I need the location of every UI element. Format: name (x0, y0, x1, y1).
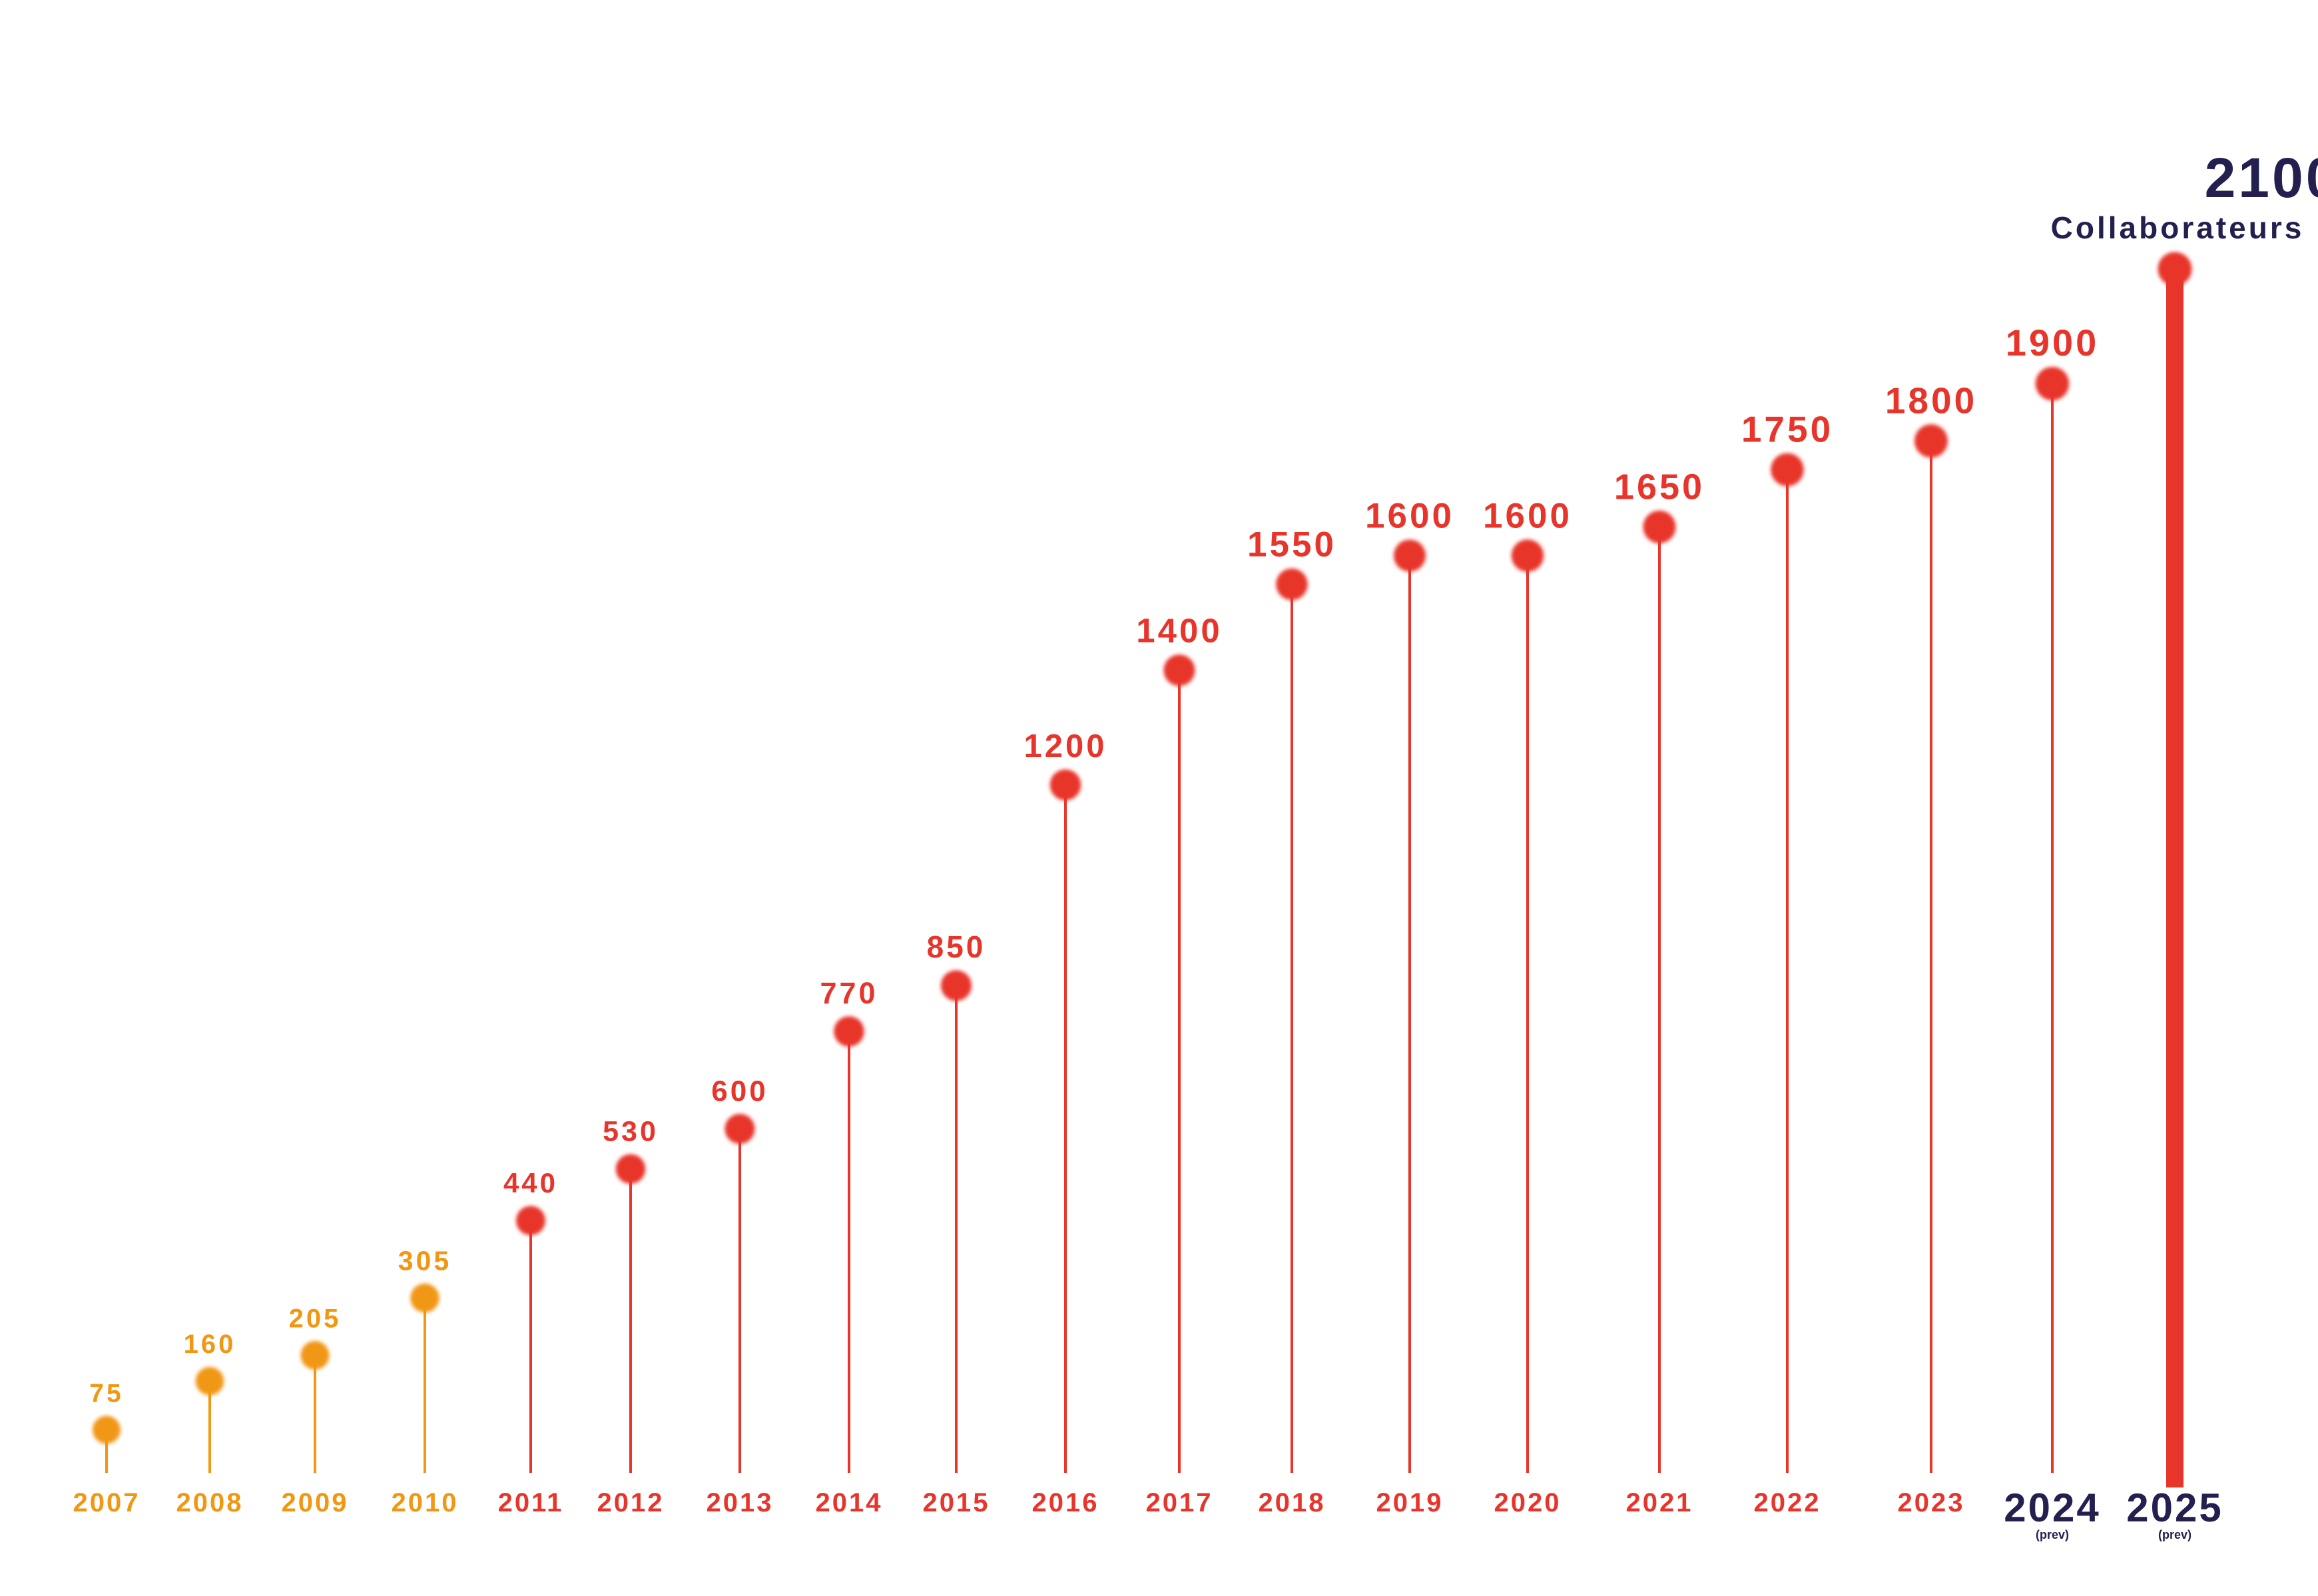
year-label-2017: 2017 (1146, 1488, 1213, 1517)
point-2014 (834, 1016, 864, 1047)
point-2015 (941, 970, 972, 1001)
value-label-2014: 770 (820, 976, 878, 1010)
year-label-2014: 2014 (816, 1488, 883, 1517)
year-label-2019: 2019 (1376, 1488, 1444, 1517)
value-label-2009: 205 (289, 1304, 342, 1334)
value-label-2008: 160 (184, 1330, 236, 1359)
value-label-2015: 850 (927, 930, 986, 964)
value-label-2013: 600 (711, 1075, 768, 1107)
point-2019 (1394, 539, 1426, 572)
value-label-2018: 1550 (1247, 525, 1336, 565)
year-label-2010: 2010 (392, 1488, 459, 1517)
points-layer (93, 252, 2192, 1444)
value-label-2011: 440 (503, 1167, 558, 1198)
point-2013 (724, 1113, 755, 1144)
point-2007 (93, 1416, 121, 1444)
value-label-2007: 75 (89, 1379, 123, 1408)
point-2021 (1643, 510, 1676, 543)
year-labels-layer: 2007 2008 2009 2010 2011 2012 2013 2014 2015 2016… (73, 1485, 2223, 1541)
value-label-2010: 305 (398, 1245, 451, 1276)
value-label-2025: 2100 (2205, 146, 2318, 209)
value-label-2016: 1200 (1023, 728, 1107, 764)
point-2025 (2158, 252, 2192, 286)
year-label-2012: 2012 (597, 1488, 665, 1517)
point-2010 (410, 1283, 439, 1313)
year-label-2024: 2024 (2004, 1485, 2100, 1530)
year-label-2015: 2015 (923, 1488, 990, 1517)
year-sublabel-2025: (prev) (2158, 1528, 2191, 1541)
point-2024 (2035, 366, 2070, 401)
value-label-2024: 1900 (2006, 322, 2100, 364)
value-label-2012: 530 (603, 1116, 659, 1148)
value-label-2022: 1750 (1741, 408, 1833, 449)
point-2016 (1049, 769, 1081, 801)
year-label-2016: 2016 (1032, 1488, 1099, 1517)
year-label-2011: 2011 (498, 1488, 564, 1517)
year-label-2023: 2023 (1898, 1488, 1965, 1517)
year-label-2013: 2013 (707, 1488, 774, 1517)
value-label-2023: 1800 (1885, 380, 1977, 421)
unit-label: Collaborateurs (2051, 210, 2305, 245)
year-label-2018: 2018 (1259, 1488, 1326, 1517)
year-label-2021: 2021 (1626, 1488, 1693, 1517)
point-2017 (1163, 655, 1195, 686)
point-2018 (1276, 568, 1308, 601)
point-2020 (1511, 539, 1544, 572)
year-label-2025: 2025 (2126, 1485, 2223, 1530)
point-2012 (615, 1154, 646, 1184)
year-label-2020: 2020 (1494, 1488, 1562, 1517)
point-2009 (300, 1341, 330, 1370)
value-label-2021: 1650 (1614, 467, 1705, 507)
year-sublabel-2024: (prev) (2036, 1528, 2069, 1541)
stems-layer (105, 269, 2183, 1487)
value-labels-layer: 75 160 205 305 440 530 600 770 850 1200 1400 1550 16… (89, 146, 2318, 1408)
point-2023 (1914, 424, 1948, 458)
value-label-2020: 1600 (1483, 496, 1572, 535)
year-label-2022: 2022 (1754, 1488, 1821, 1517)
point-2011 (516, 1206, 545, 1236)
point-2008 (195, 1366, 224, 1396)
year-label-2008: 2008 (176, 1488, 244, 1517)
year-label-2009: 2009 (282, 1488, 349, 1517)
year-label-2007: 2007 (73, 1488, 141, 1517)
point-2022 (1771, 453, 1804, 487)
value-label-2019: 1600 (1365, 496, 1454, 535)
value-label-2017: 1400 (1136, 612, 1222, 650)
